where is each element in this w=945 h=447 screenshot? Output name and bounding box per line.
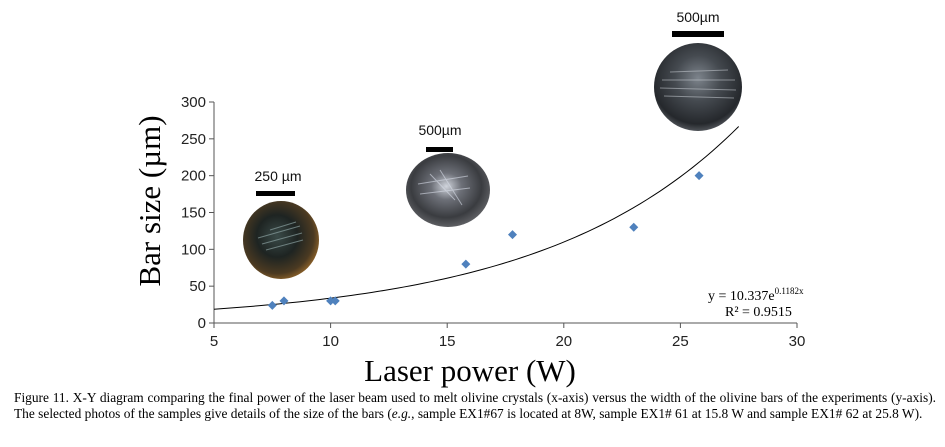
crystal-texture [659, 69, 737, 99]
scale-label: 500µm [418, 122, 461, 138]
y-tick-label: 200 [181, 168, 206, 185]
scale-bar [672, 31, 724, 37]
x-axis-title: Laser power (W) [364, 353, 576, 388]
y-tick-label: 250 [181, 131, 206, 148]
trendline [213, 126, 740, 310]
x-tick-label: 20 [555, 333, 572, 350]
scale-label: 250 µm [255, 168, 302, 184]
crystal-image [243, 201, 319, 279]
crystal-texture [257, 221, 304, 251]
equation-exponent: 0.1182x [775, 286, 804, 296]
data-point [326, 296, 336, 306]
trendline-equation: y = 10.337e0.1182x [708, 286, 804, 304]
data-point [507, 230, 517, 240]
y-tick-label: 300 [181, 94, 206, 111]
data-point [694, 171, 704, 181]
y-tick-label: 150 [181, 205, 206, 222]
scale-bar [426, 147, 453, 152]
data-point [330, 296, 340, 306]
scale-bar [256, 191, 295, 196]
scale-label: 500µm [676, 9, 719, 25]
crystal-image [654, 43, 742, 131]
x-tick-label: 30 [789, 333, 806, 350]
caption-eg: e.g. [391, 406, 412, 422]
data-point [267, 300, 277, 310]
data-point [461, 259, 471, 269]
sample-photo-ex1-62: 500µm [654, 9, 742, 131]
x-tick-label: 25 [672, 333, 689, 350]
data-point [279, 296, 289, 306]
y-axis-title: Bar size (µm) [132, 115, 167, 286]
x-tick-label: 10 [322, 333, 339, 350]
x-ticks: 5 10 15 20 25 30 [210, 323, 806, 350]
figure-caption: Figure 11. X-Y diagram comparing the fin… [14, 390, 936, 423]
caption-text: Figure 11. X-Y diagram comparing the fin… [14, 390, 936, 422]
x-tick-label: 15 [439, 333, 456, 350]
data-points [267, 171, 704, 310]
caption-text-end: , sample EX1#67 is located at 8W, sample… [411, 406, 923, 422]
sample-photo-ex1-61: 500µm [406, 122, 490, 227]
sample-photo-ex1-67: 250 µm [243, 168, 319, 279]
y-tick-label: 0 [198, 315, 206, 332]
y-ticks: 0 50 100 150 200 250 300 [181, 94, 214, 332]
x-tick-label: 5 [210, 333, 218, 350]
crystal-image [406, 153, 490, 227]
data-point [629, 222, 639, 232]
crystal-texture [417, 169, 471, 206]
y-tick-label: 50 [189, 278, 206, 295]
equation-base: y = 10.337e [708, 289, 775, 304]
y-tick-label: 100 [181, 241, 206, 258]
r-squared: R² = 0.9515 [725, 305, 792, 320]
scatter-chart: 0 50 100 150 200 250 300 5 10 15 20 25 30 Laser pow… [132, 9, 806, 388]
